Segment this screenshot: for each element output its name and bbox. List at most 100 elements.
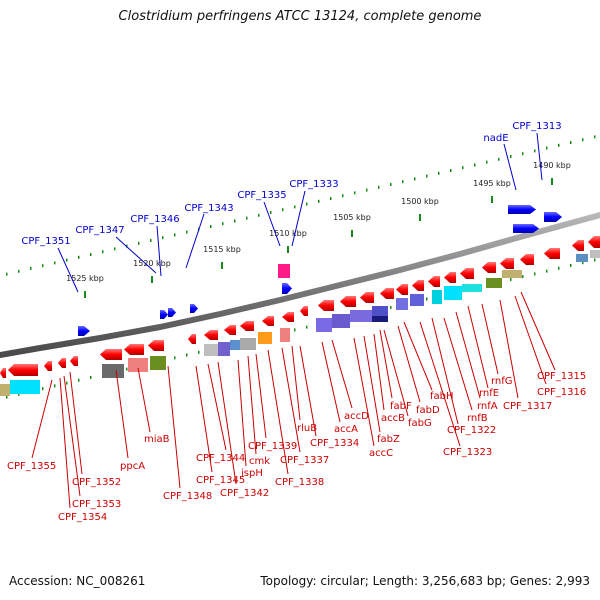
- tick-dot: [30, 267, 32, 270]
- gene-forward: [544, 212, 562, 222]
- gene-domain-box: [372, 306, 388, 318]
- gene-reverse: [204, 330, 218, 340]
- tick-dot: [54, 384, 56, 388]
- gene-reverse: [188, 334, 196, 344]
- scale-major-tick: [287, 246, 289, 253]
- gene-reverse: [340, 296, 356, 307]
- tick-dot: [342, 194, 344, 198]
- tick-dot: [390, 183, 392, 186]
- scale-label: 1525 kbp: [66, 274, 104, 283]
- tick-dot: [162, 236, 164, 240]
- gene-domain-box: [204, 344, 218, 356]
- label-leader-line: [373, 333, 385, 411]
- gene-domain-box: [218, 342, 230, 356]
- tick-dot: [510, 155, 512, 158]
- tick-dot: [438, 171, 440, 175]
- gene-label: CPF_1346: [130, 214, 179, 225]
- gene-reverse: [572, 240, 584, 251]
- gene-label: accD: [344, 411, 369, 422]
- label-leader-line: [263, 201, 281, 247]
- tick-dot: [426, 174, 428, 178]
- label-leader-line: [69, 371, 83, 475]
- tick-dot: [594, 258, 596, 262]
- label-leader-line: [57, 247, 79, 293]
- tick-dot: [402, 180, 404, 184]
- label-leader-line: [299, 345, 317, 437]
- scale-label: 1490 kbp: [533, 161, 571, 170]
- label-leader-line: [115, 369, 129, 459]
- gene-domain-box: [10, 380, 40, 394]
- gene-reverse: [444, 272, 456, 283]
- label-leader-line: [467, 305, 489, 389]
- gene-label: CPF_1342: [220, 488, 269, 499]
- tick-dot: [390, 306, 392, 309]
- gene-label: CPF_1354: [58, 512, 107, 523]
- gene-domain-box: [370, 316, 388, 322]
- gene-reverse: [282, 312, 294, 322]
- gene-reverse: [44, 361, 52, 371]
- label-leader-line: [514, 295, 547, 385]
- label-leader-line: [443, 317, 473, 411]
- tick-dot: [582, 138, 584, 142]
- tick-dot: [426, 297, 428, 301]
- gene-label: CPF_1343: [184, 203, 233, 214]
- tick-dot: [378, 185, 380, 189]
- tick-dot: [78, 378, 80, 382]
- tick-dot: [306, 202, 308, 206]
- gene-reverse: [500, 258, 514, 269]
- tick-dot: [18, 269, 20, 273]
- tick-dot: [222, 222, 224, 226]
- gene-domain-box: [150, 356, 166, 370]
- tick-dot: [126, 367, 128, 371]
- tick-dot: [546, 146, 548, 150]
- tick-dot: [282, 208, 284, 212]
- gene-reverse: [58, 358, 66, 368]
- gene-forward: [168, 308, 176, 317]
- gene-label: CPF_1352: [72, 477, 121, 488]
- scale-label: 1495 kbp: [473, 179, 511, 188]
- tick-dot: [66, 258, 68, 262]
- tick-dot: [582, 261, 584, 265]
- tick-dot: [570, 141, 572, 144]
- label-leader-line: [237, 359, 247, 467]
- gene-reverse: [224, 325, 236, 335]
- gene-forward: [78, 326, 90, 336]
- gene-domain-box: [432, 290, 442, 304]
- tick-dot: [306, 325, 308, 329]
- tick-dot: [18, 392, 20, 396]
- gene-label: fabH: [430, 391, 454, 402]
- label-leader-line: [379, 329, 393, 399]
- gene-label: CPF_1338: [275, 477, 324, 488]
- scale-label: 1515 kbp: [203, 245, 241, 254]
- label-leader-line: [185, 213, 205, 269]
- tick-dot: [258, 213, 260, 217]
- tick-dot: [594, 135, 596, 139]
- gene-label: CPF_1323: [443, 447, 492, 458]
- gene-label: CPF_1333: [289, 179, 338, 190]
- label-leader-line: [536, 132, 543, 181]
- tick-dot: [42, 264, 44, 268]
- gene-reverse: [360, 292, 374, 303]
- label-leader-line: [156, 225, 162, 277]
- tick-dot: [150, 239, 152, 242]
- gene-reverse: [396, 284, 408, 295]
- gene-domain-box: [350, 310, 372, 322]
- label-leader-line: [207, 363, 227, 451]
- tick-dot: [54, 261, 56, 265]
- gene-label: rnfA: [477, 401, 498, 412]
- gene-domain-box: [240, 338, 256, 350]
- gene-reverse: [544, 248, 560, 259]
- gene-domain-box: [102, 364, 124, 378]
- tick-dot: [6, 272, 8, 276]
- gene-label: cmk: [249, 456, 270, 467]
- label-leader-line: [137, 367, 151, 433]
- gene-reverse: [0, 368, 6, 378]
- gene-label: fabF: [390, 401, 412, 412]
- gene-reverse: [460, 268, 474, 279]
- tick-dot: [294, 205, 296, 209]
- tick-dot: [210, 225, 212, 228]
- gene-label: CPF_1345: [196, 475, 245, 486]
- tick-dot: [42, 387, 44, 391]
- gene-label: CPF_1315: [537, 371, 586, 382]
